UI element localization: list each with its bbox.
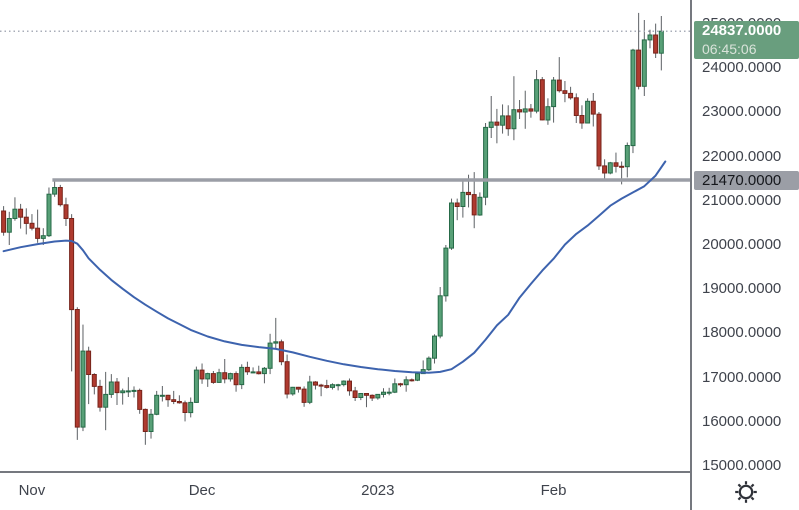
time-tick-label: Dec: [188, 482, 216, 499]
price-tick-label: 21000.0000: [702, 191, 782, 209]
price-scale-settings-button[interactable]: [731, 477, 761, 507]
price-tick-label: 17000.0000: [702, 368, 782, 386]
chart-pane[interactable]: [0, 0, 690, 472]
price-axis[interactable]: 21470.0000 24837.0000 06:45:06 25000.000…: [692, 0, 799, 474]
price-tick-label: 22000.0000: [702, 147, 782, 165]
time-tick-label: Nov: [18, 482, 46, 499]
last-price-badge: 24837.0000 06:45:06: [694, 21, 799, 60]
time-tick-label: Feb: [540, 482, 567, 499]
axis-corner: [692, 473, 799, 510]
price-tick-label: 23000.0000: [702, 103, 782, 121]
price-tick-label: 24000.0000: [702, 59, 782, 77]
price-tick-label: 18000.0000: [702, 324, 782, 342]
last-price-value: 24837.0000: [702, 22, 782, 40]
price-tick-label: 16000.0000: [702, 412, 782, 430]
price-tick-label: 19000.0000: [702, 280, 782, 298]
price-tick-label: 20000.0000: [702, 236, 782, 253]
gear-icon: [734, 480, 757, 503]
bar-close-countdown: 06:45:06: [702, 41, 757, 58]
candlestick-chart: [0, 12, 690, 445]
time-axis[interactable]: Nov Dec 2023 Feb: [0, 473, 690, 510]
price-tick-label: 15000.0000: [702, 457, 782, 474]
time-axis-border: [0, 471, 690, 473]
level-price-badge: 21470.0000: [694, 170, 799, 190]
price-axis-border: [690, 0, 692, 510]
time-tick-label: 2023: [361, 482, 395, 499]
